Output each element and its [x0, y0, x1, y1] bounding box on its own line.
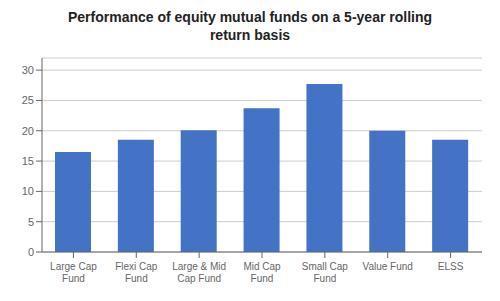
svg-text:15: 15	[22, 155, 34, 167]
svg-text:ELSS: ELSS	[438, 261, 464, 272]
svg-text:5: 5	[28, 216, 34, 228]
svg-text:25: 25	[22, 94, 34, 106]
svg-text:30: 30	[22, 64, 34, 76]
svg-text:Large & MidCap Fund: Large & MidCap Fund	[172, 261, 226, 284]
svg-text:10: 10	[22, 185, 34, 197]
svg-text:0: 0	[28, 246, 34, 258]
svg-text:Small CapFund: Small CapFund	[302, 261, 349, 284]
svg-text:Value Fund: Value Fund	[363, 261, 413, 272]
html-text:Performance of equity mutual f: Performance of equity mutual funds on a …	[68, 9, 432, 43]
svg-text:Large CapFund: Large CapFund	[50, 261, 97, 284]
svg-text:Mid CapFund: Mid CapFund	[243, 261, 281, 284]
svg-text:Flexi CapFund: Flexi CapFund	[115, 261, 158, 284]
svg-text:20: 20	[22, 125, 34, 137]
